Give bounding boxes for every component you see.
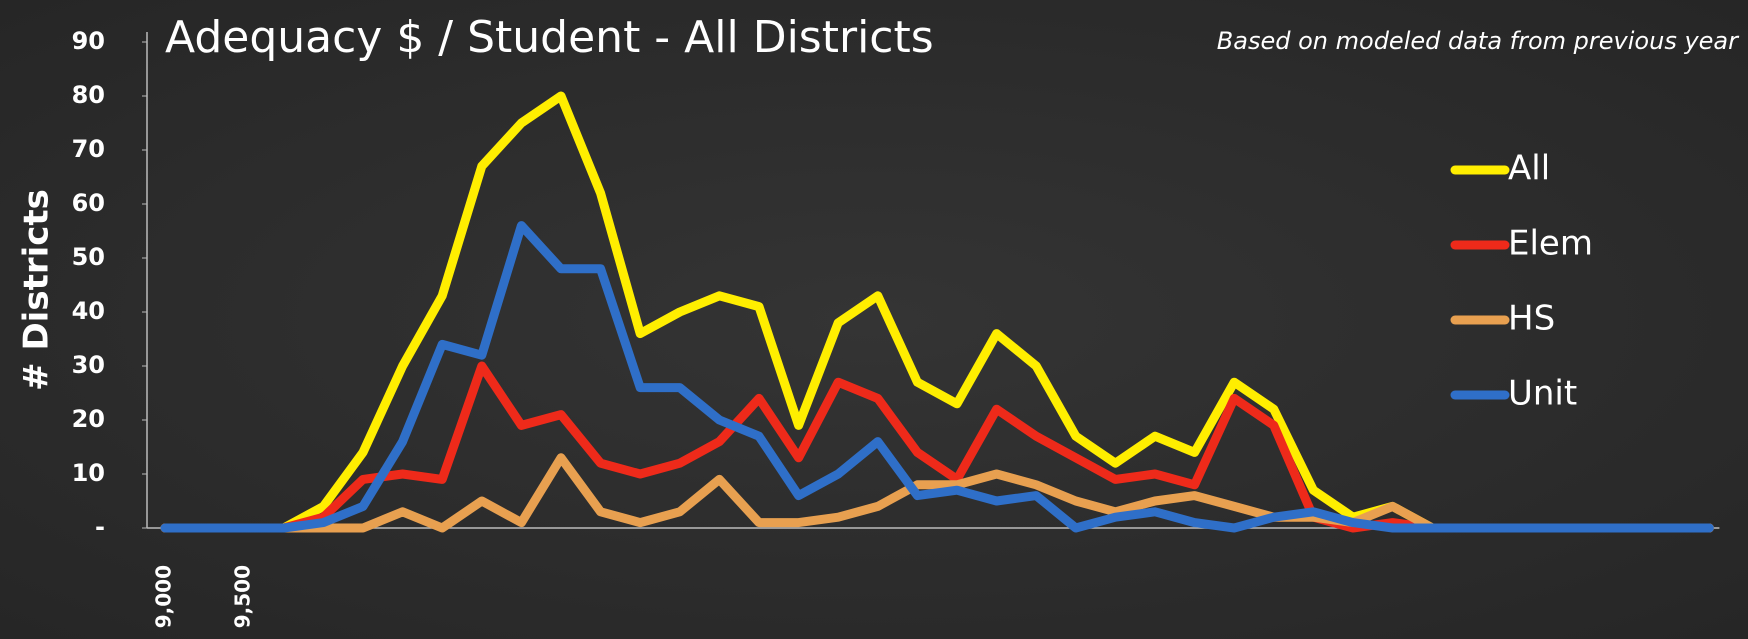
y-tick-label: 10 (72, 459, 105, 487)
y-tick-label: 90 (72, 27, 105, 55)
y-tick-label: 20 (72, 405, 105, 433)
legend-label: HS (1508, 299, 1555, 339)
x-tick-label: 9,500 (231, 565, 255, 628)
y-tick-label: 50 (72, 243, 105, 271)
x-tick-label: 9,000 (152, 565, 176, 628)
y-tick-label: 30 (72, 351, 105, 379)
series-line (160, 221, 1714, 533)
y-tick-label: 70 (72, 135, 105, 163)
chart-title: Adequacy $ / Student - All Districts (165, 12, 934, 63)
y-axis-label: # Districts (17, 189, 57, 391)
y-tick-label: - (95, 513, 105, 541)
legend-label: Unit (1508, 374, 1577, 414)
legend-label: Elem (1508, 224, 1593, 264)
y-tick-label: 40 (72, 297, 105, 325)
legend-label: All (1508, 149, 1550, 189)
y-tick-label: 60 (72, 189, 105, 217)
y-tick-label: 80 (72, 81, 105, 109)
chart-subtitle: Based on modeled data from previous year (1217, 27, 1740, 55)
